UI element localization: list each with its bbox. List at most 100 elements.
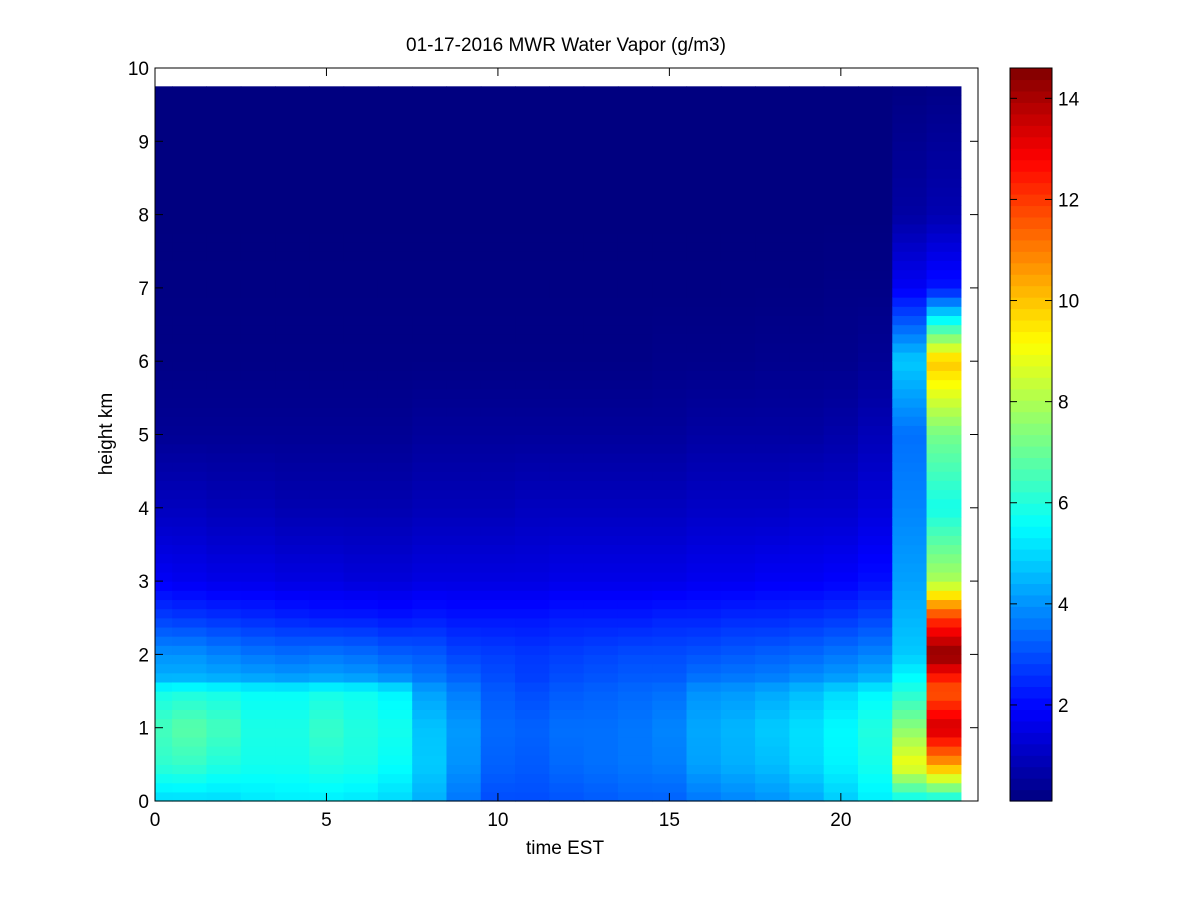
heatmap-cell [617, 352, 653, 362]
heatmap-cell [412, 645, 448, 655]
heatmap-cell [343, 425, 379, 436]
heatmap-cell [155, 755, 173, 765]
heatmap-cell [446, 599, 482, 610]
heatmap-cell [155, 297, 173, 307]
heatmap-cell [892, 242, 928, 252]
heatmap-cell [686, 141, 722, 152]
heatmap-cell [686, 736, 722, 747]
heatmap-cell [343, 663, 379, 674]
heatmap-cell [480, 709, 516, 720]
heatmap-cell [617, 709, 653, 720]
heatmap-cell [172, 526, 208, 536]
heatmap-cell [412, 452, 448, 463]
heatmap-cell [377, 159, 413, 170]
heatmap-cell [446, 516, 482, 527]
colorbar-swatch [1010, 423, 1052, 436]
heatmap-cell [412, 260, 448, 271]
heatmap-cell [549, 306, 585, 316]
heatmap-cell [583, 516, 619, 527]
heatmap-cell [720, 608, 756, 619]
heatmap-cell [446, 654, 482, 665]
heatmap-cell [652, 361, 688, 371]
heatmap-cell [652, 214, 688, 225]
heatmap-cell [617, 388, 653, 399]
heatmap-cell [446, 407, 482, 417]
heatmap-cell [377, 498, 413, 509]
heatmap-cell [583, 526, 619, 536]
heatmap-cell [755, 755, 790, 765]
heatmap-cell [549, 718, 585, 729]
heatmap-cell [275, 535, 310, 546]
heatmap-cell [343, 315, 379, 326]
heatmap-cell [412, 370, 448, 381]
heatmap-cell [377, 727, 413, 738]
heatmap-cell [206, 746, 242, 756]
heatmap-cell [155, 232, 173, 243]
heatmap-cell [240, 150, 276, 161]
heatmap-cell [789, 498, 825, 509]
heatmap-cell [652, 562, 688, 573]
heatmap-cell [172, 388, 208, 399]
heatmap-cell [823, 443, 859, 454]
heatmap-cell [720, 150, 756, 161]
heatmap-cell [549, 562, 585, 573]
heatmap-cell [446, 361, 482, 371]
heatmap-cell [240, 791, 276, 802]
heatmap-cell [309, 141, 345, 152]
heatmap-cell [412, 132, 448, 142]
heatmap-cell [412, 590, 448, 601]
heatmap-cell [515, 489, 550, 500]
heatmap-cell [240, 626, 276, 637]
heatmap-cell [823, 104, 859, 115]
heatmap-cell [155, 636, 173, 646]
heatmap-cell [240, 196, 276, 207]
heatmap-cell [275, 663, 310, 674]
heatmap-cell [583, 379, 619, 390]
heatmap-cell [343, 342, 379, 353]
heatmap-cell [172, 461, 208, 472]
heatmap-cell [549, 122, 585, 133]
heatmap-cell [172, 177, 208, 188]
heatmap-cell [446, 782, 482, 793]
heatmap-cell [720, 434, 756, 445]
heatmap-cell [686, 681, 722, 692]
heatmap-cell [617, 287, 653, 298]
heatmap-cell [857, 434, 893, 445]
heatmap-cell [652, 113, 688, 124]
heatmap-cell [446, 443, 482, 454]
heatmap-cell [309, 681, 345, 692]
heatmap-cell [755, 562, 790, 573]
heatmap-cell [515, 269, 550, 280]
heatmap-cell [857, 95, 893, 106]
heatmap-cell [720, 168, 756, 179]
heatmap-cell [892, 700, 928, 710]
heatmap-cell [309, 251, 345, 262]
heatmap-cell [720, 324, 756, 335]
y-tick-label: 5 [138, 426, 149, 447]
heatmap-cell [823, 297, 859, 307]
heatmap-cell [720, 333, 756, 344]
heatmap-cell [926, 425, 962, 436]
heatmap-cell [823, 691, 859, 701]
heatmap-cell [377, 590, 413, 601]
heatmap-cell [789, 287, 825, 298]
heatmap-cell [515, 516, 550, 527]
heatmap-cell [549, 159, 585, 170]
heatmap-cell [206, 86, 242, 97]
heatmap-cell [275, 361, 310, 371]
heatmap-cell [755, 516, 790, 527]
heatmap-cell [857, 746, 893, 756]
heatmap-cell [892, 764, 928, 775]
colorbar-swatch [1010, 125, 1052, 138]
heatmap-cell [789, 416, 825, 426]
heatmap-cell [686, 471, 722, 481]
heatmap-cell [755, 196, 790, 207]
heatmap-cell [412, 782, 448, 793]
heatmap-cell [926, 791, 962, 802]
heatmap-cell [652, 626, 688, 637]
heatmap-cell [583, 205, 619, 216]
heatmap-cell [686, 691, 722, 701]
heatmap-cell [446, 242, 482, 252]
heatmap-cell [892, 562, 928, 573]
heatmap-cell [583, 86, 619, 97]
